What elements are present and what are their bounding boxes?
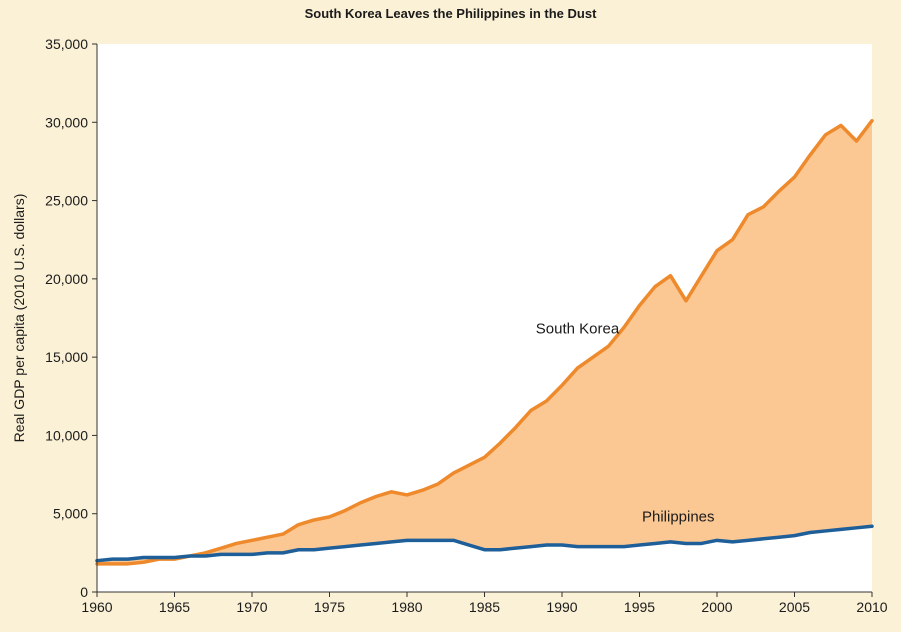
y-tick-label: 10,000 — [45, 427, 88, 443]
series-annotation-south-korea: South Korea — [536, 321, 620, 338]
x-tick-label: 1985 — [469, 599, 500, 615]
series-annotation-philippines: Philippines — [642, 509, 715, 526]
x-tick-label: 1965 — [159, 599, 190, 615]
axes: 0 5,000 10,000 15,000 20,000 25,000 30,000 35,0… — [45, 36, 888, 615]
x-tick-label: 1980 — [391, 599, 422, 615]
annotations: South Korea Philippines — [536, 321, 715, 526]
x-tick-label: 1990 — [546, 599, 577, 615]
x-tick-label: 1970 — [236, 599, 267, 615]
x-tick-label: 1995 — [624, 599, 655, 615]
y-tick-label: 15,000 — [45, 349, 88, 365]
y-tick-label: 35,000 — [45, 36, 88, 52]
gap-area-fill — [97, 120, 872, 564]
x-tick-label: 1975 — [314, 599, 345, 615]
x-tick-label: 2000 — [701, 599, 732, 615]
y-axis-label: Real GDP per capita (2010 U.S. dollars) — [11, 194, 27, 443]
chart-title: South Korea Leaves the Philippines in th… — [304, 6, 597, 21]
y-tick-label: 0 — [80, 584, 88, 600]
series-line-philippines — [95, 524, 874, 563]
y-tick-label: 25,000 — [45, 193, 88, 209]
x-tick-label: 2005 — [779, 599, 810, 615]
y-tick-label: 5,000 — [53, 506, 88, 522]
y-tick-label: 20,000 — [45, 271, 88, 287]
series-line-south-korea — [95, 118, 874, 566]
x-tick-label: 2010 — [856, 599, 887, 615]
series-lines — [95, 118, 874, 566]
y-tick-label: 30,000 — [45, 114, 88, 130]
x-tick-label: 1960 — [81, 599, 112, 615]
